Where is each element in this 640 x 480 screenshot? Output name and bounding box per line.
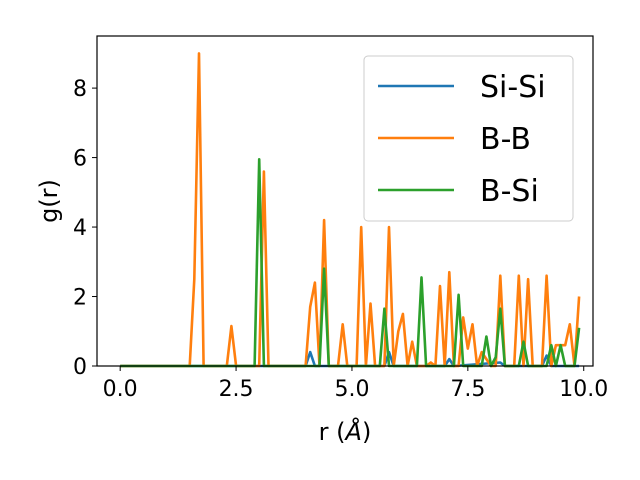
legend-frame: [363, 55, 574, 222]
x-tick-label: 7.5: [450, 377, 485, 402]
y-tick-label: 0: [73, 355, 87, 380]
legend-label-b-si: B-Si: [480, 174, 539, 209]
series-line-si-si: [120, 350, 580, 368]
plot-frame: [96, 35, 594, 367]
series-line-b-si: [120, 158, 581, 368]
x-axis-unit: Å: [344, 417, 362, 446]
x-tick-label: 0.0: [103, 377, 138, 402]
x-tick-label: 10.0: [559, 377, 608, 402]
x-axis: 0.0 2.5 5.0 7.5 10.0: [103, 366, 608, 402]
x-axis-label: r (Å): [319, 417, 372, 446]
y-tick-label: 4: [73, 216, 87, 241]
legend: Si-Si B-B B-Si: [363, 55, 574, 222]
plot-area: [96, 35, 594, 368]
y-axis-label: g(r): [35, 179, 63, 223]
y-tick-label: 2: [73, 286, 87, 311]
legend-label-b-b: B-B: [480, 122, 531, 157]
y-tick-label: 8: [73, 77, 87, 102]
legend-label-si-si: Si-Si: [480, 70, 546, 105]
y-tick-label: 6: [73, 147, 87, 172]
y-axis: 0 2 4 6 8: [73, 77, 97, 380]
x-tick-label: 5.0: [334, 377, 369, 402]
x-tick-label: 2.5: [219, 377, 254, 402]
